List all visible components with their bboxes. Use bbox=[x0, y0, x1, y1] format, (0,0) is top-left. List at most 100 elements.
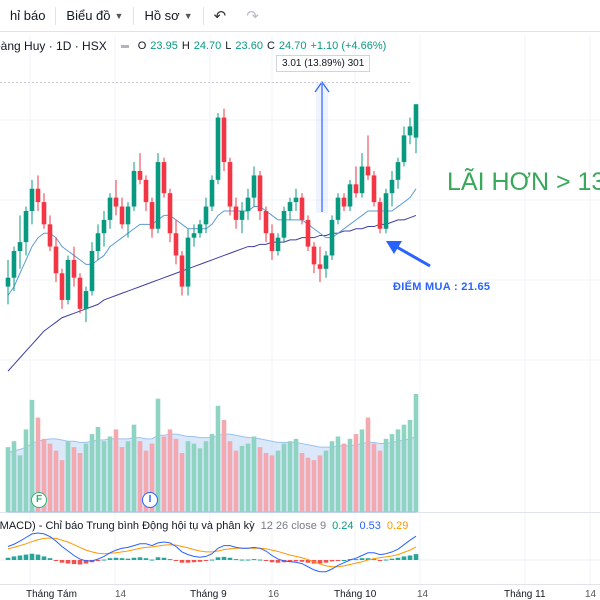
macd-histogram-bar bbox=[251, 559, 257, 561]
buy-point-arrow bbox=[394, 244, 431, 268]
macd-histogram-bar bbox=[389, 558, 395, 560]
candle-body bbox=[17, 242, 23, 252]
volume-bar bbox=[293, 438, 299, 512]
candle-body bbox=[173, 233, 179, 256]
event-marker-i[interactable]: I bbox=[142, 492, 158, 508]
volume-bar bbox=[311, 460, 317, 512]
candle-body bbox=[395, 162, 401, 180]
macd-histogram-bar bbox=[95, 560, 101, 561]
candle-body bbox=[311, 246, 317, 265]
undo-icon[interactable]: ↶ bbox=[213, 7, 227, 25]
candle-body bbox=[341, 197, 347, 207]
macd-histogram-bar bbox=[221, 556, 227, 560]
time-axis-label: Tháng 10 bbox=[334, 589, 377, 600]
candle-body bbox=[233, 206, 239, 220]
macd-histogram-bar bbox=[227, 557, 233, 560]
macd-histogram-bar bbox=[77, 560, 83, 565]
redo-icon[interactable]: ↷ bbox=[246, 7, 259, 25]
drawings-layer bbox=[0, 80, 431, 268]
macd-histogram-bar bbox=[131, 557, 137, 560]
volume-bar bbox=[23, 429, 29, 512]
candle-body bbox=[275, 237, 281, 252]
volume-bar bbox=[35, 417, 41, 512]
profile-menu-label: Hồ sơ bbox=[144, 8, 180, 23]
macd-histogram-bar bbox=[377, 560, 383, 561]
macd-histogram-bar bbox=[83, 560, 89, 564]
volume-bar bbox=[233, 450, 239, 512]
macd-histogram-bar bbox=[17, 555, 23, 560]
candle-body bbox=[89, 251, 95, 292]
candle-body bbox=[323, 255, 329, 269]
candle-body bbox=[353, 184, 359, 194]
time-axis-label: Tháng 11 bbox=[504, 589, 546, 600]
chart-menu-button[interactable]: Biểu đồ ▼ bbox=[56, 0, 133, 32]
macd-histogram-bar bbox=[101, 559, 107, 561]
candle-body bbox=[401, 135, 407, 163]
volume-bar bbox=[281, 443, 287, 512]
time-axis-label: Tháng Tám bbox=[26, 589, 77, 600]
volume-bar bbox=[101, 441, 107, 512]
candle-body bbox=[245, 197, 251, 211]
candle-body bbox=[101, 219, 107, 234]
candle-body bbox=[77, 277, 83, 309]
macd-histogram-bar bbox=[41, 556, 47, 560]
candle-body bbox=[143, 179, 149, 203]
change-value: +1.10 (+4.66%) bbox=[310, 40, 387, 52]
volume-bar bbox=[29, 399, 35, 512]
macd-histogram-bar bbox=[107, 558, 113, 560]
volume-bar bbox=[137, 441, 143, 512]
candle-body bbox=[161, 162, 167, 194]
macd-histogram-bar bbox=[5, 557, 11, 560]
macd-histogram-bar bbox=[191, 560, 197, 563]
legend-toggle-icon[interactable] bbox=[120, 44, 129, 48]
volume-bar bbox=[341, 443, 347, 512]
macd-line bbox=[7, 532, 417, 573]
candle-body bbox=[317, 264, 323, 269]
volume-bar bbox=[119, 447, 125, 512]
macd-histogram-bar bbox=[335, 560, 341, 561]
candle-body bbox=[335, 197, 341, 220]
volume-bar bbox=[227, 441, 233, 512]
low-value: 23.60 bbox=[235, 40, 263, 52]
time-axis-label: 14 bbox=[417, 589, 429, 600]
volume-bar bbox=[179, 453, 185, 512]
volume-bar bbox=[377, 450, 383, 512]
candle-body bbox=[293, 197, 299, 203]
macd-histogram-bar bbox=[65, 560, 71, 564]
macd-indicator-name[interactable]: (MACD) - Chỉ báo Trung bình Động hội tụ … bbox=[0, 520, 255, 532]
macd-line-value: 0.53 bbox=[359, 520, 381, 532]
indicators-button[interactable]: hỉ báo bbox=[0, 0, 55, 32]
buy-point-annotation: ĐIỂM MUA : 21.65 bbox=[393, 281, 491, 293]
macd-histogram-bar bbox=[287, 560, 293, 562]
volume-bar bbox=[317, 455, 323, 512]
macd-histogram-bar bbox=[197, 560, 203, 562]
macd-histogram-bar bbox=[323, 560, 329, 563]
candle-body bbox=[269, 233, 275, 252]
volume-bar bbox=[221, 419, 227, 512]
time-axis-label: Tháng 9 bbox=[190, 589, 227, 600]
candle-body bbox=[155, 162, 161, 229]
volume-bar bbox=[149, 443, 155, 512]
event-marker-f[interactable]: F bbox=[31, 492, 47, 508]
macd-histogram-bar bbox=[149, 559, 155, 561]
macd-histogram-bar bbox=[125, 558, 131, 560]
chevron-down-icon: ▼ bbox=[114, 10, 124, 21]
macd-histogram-bar bbox=[209, 559, 215, 561]
volume-bar bbox=[215, 405, 221, 512]
candle-body bbox=[5, 277, 11, 287]
volume-bar bbox=[83, 443, 89, 512]
volume-bar bbox=[353, 434, 359, 512]
candle-body bbox=[65, 259, 71, 300]
candle-body bbox=[47, 224, 53, 247]
symbol-title[interactable]: oàng Huy · 1D · HSX bbox=[0, 39, 107, 53]
macd-histogram-bar bbox=[185, 560, 191, 563]
macd-histogram-bar bbox=[59, 560, 65, 563]
macd-histogram-bar bbox=[29, 553, 35, 560]
macd-histogram-bar bbox=[383, 559, 389, 561]
profile-menu-button[interactable]: Hồ sơ ▼ bbox=[134, 0, 202, 32]
candle-body bbox=[71, 259, 77, 278]
volume-bar bbox=[257, 447, 263, 512]
high-key: H bbox=[181, 40, 190, 52]
volume-bar bbox=[161, 436, 167, 512]
